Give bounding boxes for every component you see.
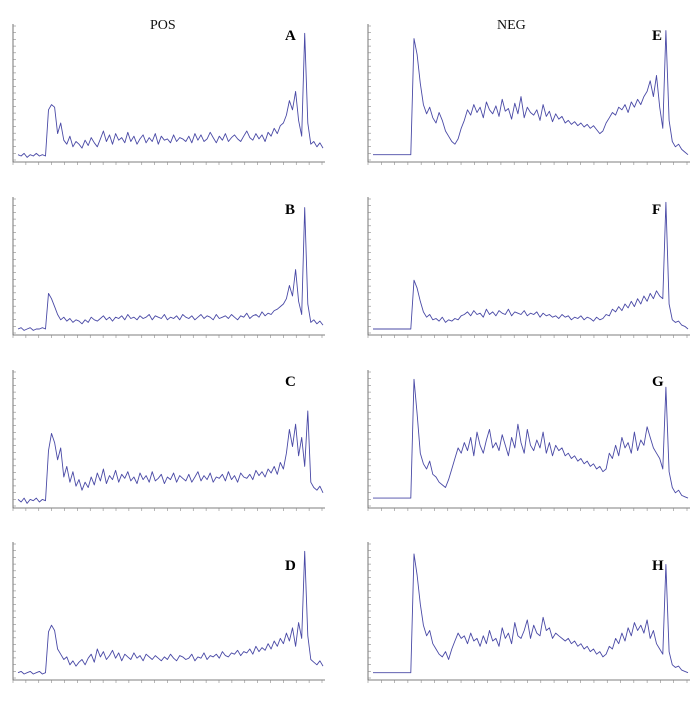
- chromatogram-trace: [373, 378, 689, 499]
- chromatogram-trace: [17, 550, 324, 675]
- pos-column-header: POS: [150, 18, 176, 33]
- panel-label-b: B: [285, 202, 296, 218]
- chromatogram-svg: [12, 370, 325, 511]
- chromatogram-svg: [367, 197, 690, 338]
- chromatogram-panel-g: [365, 368, 690, 511]
- axis-lines: [12, 370, 325, 509]
- chromatogram-panel-f: [365, 195, 690, 338]
- chromatogram-trace: [373, 30, 689, 156]
- neg-column-header: NEG: [497, 18, 526, 33]
- chromatogram-trace: [17, 32, 324, 158]
- chromatogram-panel-e: [365, 22, 690, 165]
- chromatogram-panel-h: [365, 540, 690, 683]
- chromatogram-svg: [367, 370, 690, 511]
- chromatogram-panel-c: [10, 368, 325, 511]
- axis-lines: [367, 542, 690, 681]
- panel-label-f: F: [652, 202, 662, 218]
- chromatogram-trace: [373, 553, 689, 674]
- panel-label-c: C: [285, 374, 296, 390]
- chromatogram-panel-d: [10, 540, 325, 683]
- panel-label-a: A: [285, 28, 296, 44]
- chromatogram-svg: [367, 542, 690, 683]
- axis-lines: [12, 542, 325, 681]
- panel-label-e: E: [652, 28, 663, 44]
- panel-label-h: H: [652, 558, 664, 574]
- chromatogram-svg: [12, 197, 325, 338]
- chromatogram-svg: [367, 24, 690, 165]
- panel-label-d: D: [285, 558, 296, 574]
- chromatogram-svg: [12, 542, 325, 683]
- axis-lines: [367, 24, 690, 163]
- panel-label-g: G: [652, 374, 664, 390]
- axis-lines: [12, 197, 325, 336]
- chromatogram-trace: [17, 207, 324, 331]
- chromatogram-panel-b: [10, 195, 325, 338]
- chromatogram-panel-a: [10, 22, 325, 165]
- chromatogram-trace: [17, 410, 324, 504]
- chromatogram-trace: [373, 201, 689, 330]
- chromatogram-svg: [12, 24, 325, 165]
